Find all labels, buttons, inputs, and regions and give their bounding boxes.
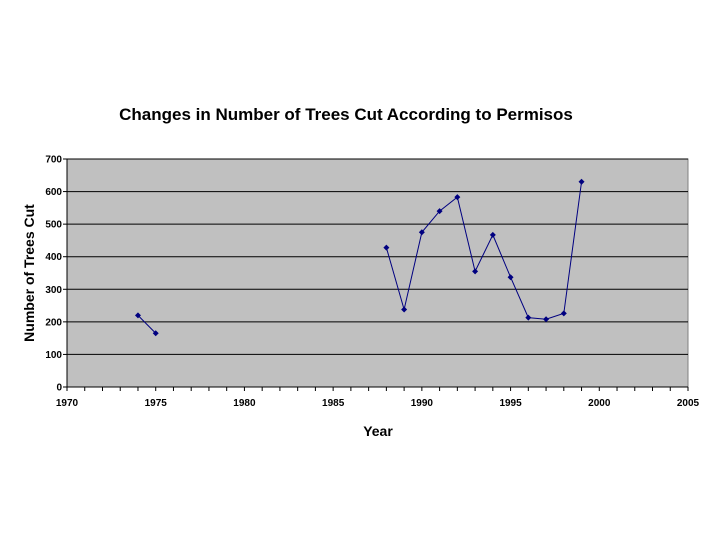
series-line [385, 181, 583, 320]
y-tick-label: 400 [45, 252, 62, 263]
gridlines [67, 158, 688, 355]
y-tick-label: 100 [45, 350, 62, 361]
data-point [507, 274, 514, 281]
data-point [383, 244, 390, 251]
y-tick-label: 600 [45, 187, 62, 198]
x-tick-label: 1985 [322, 398, 345, 409]
y-tick-label: 0 [56, 383, 62, 394]
data-point [152, 330, 159, 337]
x-tick-label: 2005 [677, 398, 700, 409]
y-axis-label: Number of Trees Cut [21, 204, 37, 342]
x-axis: 1970 1975 1980 1985 1990 1995 2000 2005 [56, 386, 700, 409]
x-tick-label: 1995 [499, 398, 522, 409]
data-point [489, 231, 496, 238]
data-point [401, 306, 408, 313]
x-tick-label: 1975 [145, 398, 168, 409]
data-point [578, 178, 585, 185]
data-point [454, 194, 461, 201]
y-tick-label: 700 [45, 155, 62, 166]
plot-area [66, 158, 689, 388]
y-axis: 0 100 200 300 400 500 600 700 [45, 155, 68, 394]
data-point [560, 310, 567, 317]
data-point [472, 268, 479, 275]
y-tick-label: 500 [45, 220, 62, 231]
y-tick-label: 300 [45, 285, 62, 296]
chart-title: Changes in Number of Trees Cut According… [119, 105, 573, 124]
x-tick-label: 2000 [588, 398, 611, 409]
data-point [543, 316, 550, 323]
data-point [436, 208, 443, 215]
series-line [137, 314, 157, 334]
x-tick-label: 1970 [56, 398, 79, 409]
data-point [418, 229, 425, 236]
y-tick-label: 200 [45, 317, 62, 328]
data-point [525, 314, 532, 321]
x-axis-label: Year [363, 423, 393, 439]
data-point [134, 312, 141, 319]
x-tick-label: 1990 [411, 398, 434, 409]
data-series [134, 178, 585, 337]
x-tick-label: 1980 [233, 398, 256, 409]
